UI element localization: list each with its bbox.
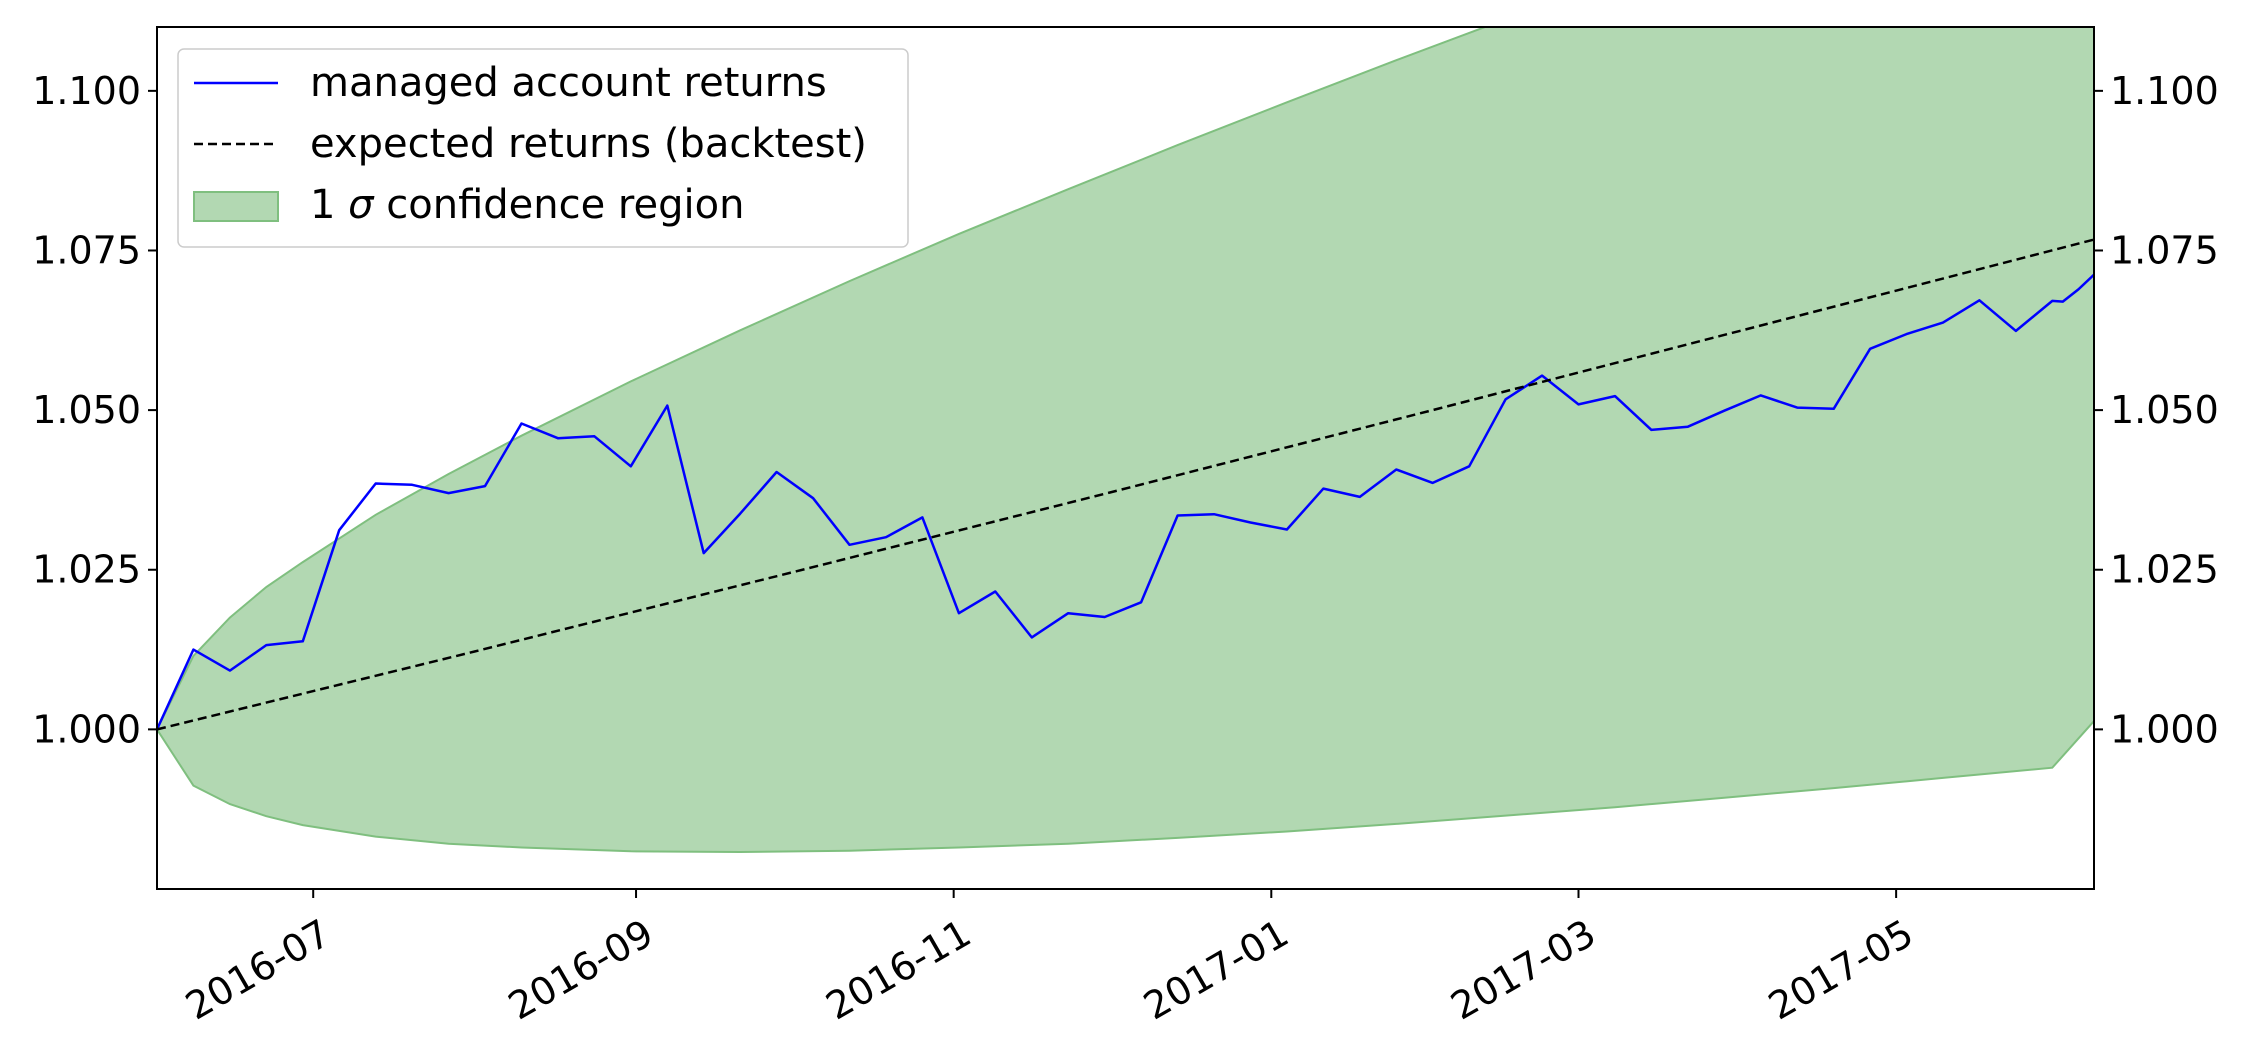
- legend-expected-label: expected returns (backtest): [310, 121, 867, 167]
- legend-confidence-label: 1 σ confidence region: [310, 182, 744, 228]
- legend-confidence-swatch: [193, 191, 279, 222]
- legend-managed-label: managed account returns: [310, 60, 827, 106]
- expected-returns-line: [157, 238, 2094, 731]
- plot-area: [157, 27, 2094, 854]
- plot-frame: [156, 26, 2095, 890]
- legend-box: [177, 48, 909, 248]
- legend: managed account returns expected returns…: [177, 48, 909, 248]
- y-tick-label-right: 1.050: [2110, 388, 2219, 432]
- y-tick-label-left: 1.075: [32, 228, 141, 272]
- x-tick-label: 2017-05: [1761, 911, 1921, 1028]
- y-tick-label-left: 1.100: [32, 69, 141, 113]
- x-tick-label: 2017-01: [1136, 911, 1296, 1028]
- managed-returns-line: [157, 273, 2094, 730]
- y-tick-label-left: 1.000: [32, 707, 141, 751]
- y-tick-label-right: 1.000: [2110, 707, 2219, 751]
- x-tick-label: 2016-07: [178, 911, 338, 1028]
- y-tick-label-left: 1.050: [32, 388, 141, 432]
- y-tick-label-right: 1.075: [2110, 228, 2219, 272]
- x-tick-label: 2017-03: [1443, 911, 1603, 1028]
- y-tick-label-left: 1.025: [32, 548, 141, 592]
- y-tick-label-right: 1.025: [2110, 548, 2219, 592]
- x-tick-label: 2016-09: [501, 911, 661, 1028]
- y-tick-label-right: 1.100: [2110, 69, 2219, 113]
- confidence-band: [157, 27, 2094, 854]
- x-tick-label: 2016-11: [819, 911, 979, 1028]
